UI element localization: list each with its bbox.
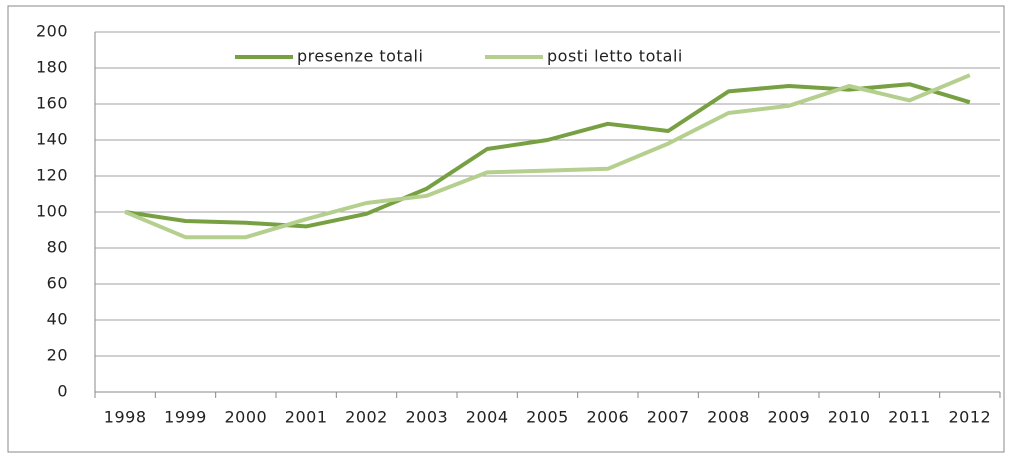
legend-label: posti letto totali [547, 47, 683, 66]
x-tick-label: 2012 [948, 408, 991, 427]
y-tick-label: 180 [36, 58, 68, 77]
y-tick-label: 200 [36, 22, 68, 41]
x-tick-label: 2009 [767, 408, 810, 427]
x-tick-label: 2008 [707, 408, 750, 427]
y-tick-label: 120 [36, 166, 68, 185]
x-tick-label: 2003 [405, 408, 448, 427]
y-tick-label: 140 [36, 130, 68, 149]
x-tick-label: 2005 [526, 408, 569, 427]
x-tick-label: 1999 [164, 408, 207, 427]
x-tick-label: 2000 [224, 408, 267, 427]
x-tick-label: 2006 [586, 408, 629, 427]
legend-label: presenze totali [297, 47, 423, 66]
y-tick-label: 100 [36, 202, 68, 221]
y-tick-label: 0 [57, 382, 68, 401]
x-tick-label: 2011 [888, 408, 931, 427]
x-tick-label: 2007 [647, 408, 690, 427]
y-tick-label: 40 [47, 310, 68, 329]
x-tick-label: 2002 [345, 408, 388, 427]
x-tick-label: 2004 [466, 408, 509, 427]
x-tick-label: 2010 [828, 408, 871, 427]
y-tick-label: 20 [47, 346, 68, 365]
y-tick-label: 60 [47, 274, 68, 293]
x-tick-label: 1998 [104, 408, 147, 427]
x-tick-label: 2001 [285, 408, 328, 427]
y-tick-label: 160 [36, 94, 68, 113]
y-tick-label: 80 [47, 238, 68, 257]
chart-border [7, 5, 1005, 453]
series-line [124, 73, 971, 240]
series-line [124, 82, 971, 229]
